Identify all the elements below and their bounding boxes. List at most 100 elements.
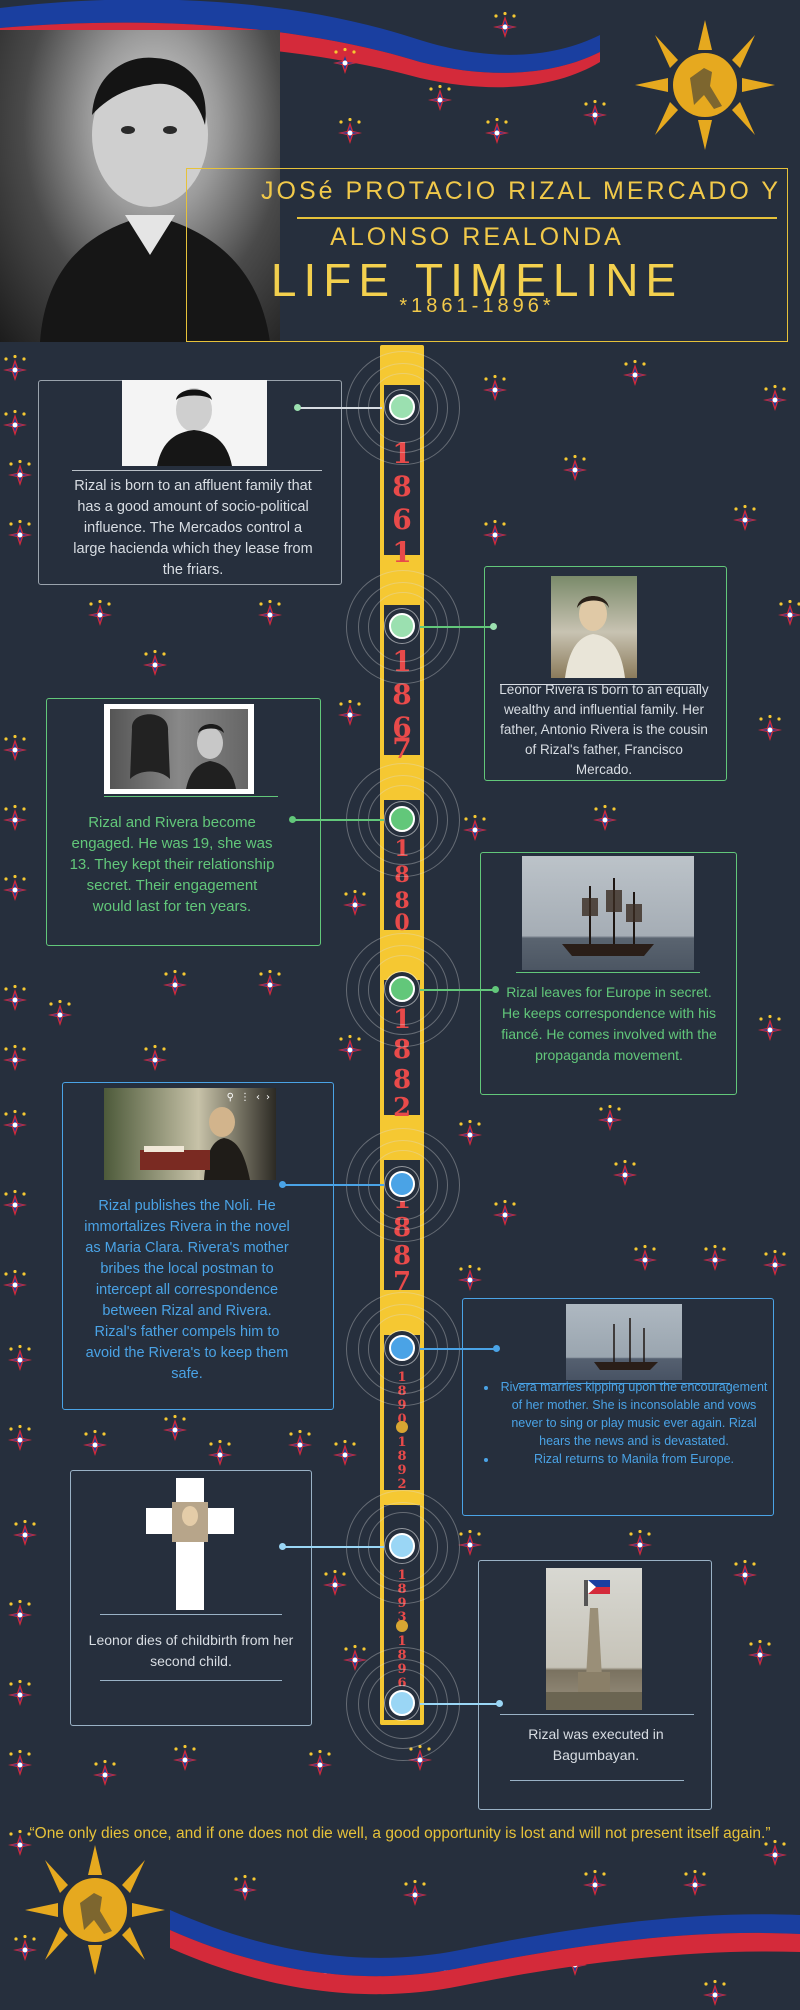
event-text-1887: Rizal publishes the Noli. He immortalize… bbox=[84, 1198, 290, 1382]
card-divider bbox=[510, 1780, 684, 1781]
flag-star-icon bbox=[8, 1345, 32, 1371]
flag-star-icon bbox=[3, 805, 27, 831]
child-rizal-photo bbox=[122, 380, 267, 466]
year-digit: 3 bbox=[397, 1610, 407, 1625]
flag-star-icon bbox=[458, 1120, 482, 1146]
year-digit: 8 bbox=[392, 678, 412, 711]
year-digit: 8 bbox=[394, 888, 410, 914]
timeline-node bbox=[389, 1335, 415, 1361]
connector-dot bbox=[279, 1181, 286, 1188]
event-bullets-1890-1892: Rivera marries kipping upon the encourag… bbox=[480, 1378, 770, 1468]
flag-star-icon bbox=[173, 1745, 197, 1771]
flag-star-icon bbox=[8, 1425, 32, 1451]
connector-line bbox=[282, 1184, 384, 1186]
year-digit: 2 bbox=[392, 1093, 412, 1123]
timeline-node bbox=[389, 1690, 415, 1716]
event-bullet: Rizal returns to Manila from Europe. bbox=[498, 1450, 770, 1468]
card-divider bbox=[100, 1680, 282, 1681]
flag-star-icon bbox=[48, 1000, 72, 1026]
flag-star-icon bbox=[583, 100, 607, 126]
flag-star-icon bbox=[338, 1035, 362, 1061]
flag-star-icon bbox=[458, 1530, 482, 1556]
flag-star-icon bbox=[458, 1265, 482, 1291]
sun-icon bbox=[635, 20, 775, 150]
flag-star-icon bbox=[8, 460, 32, 486]
flag-star-icon bbox=[778, 600, 800, 626]
leonor-rivera-photo bbox=[551, 576, 637, 678]
flag-star-icon bbox=[233, 1875, 257, 1901]
year-digit: 8 bbox=[392, 1065, 412, 1095]
flag-star-icon bbox=[8, 1680, 32, 1706]
flag-star-icon bbox=[258, 970, 282, 996]
connector-dot bbox=[490, 623, 497, 630]
flag-star-icon bbox=[338, 118, 362, 144]
flag-star-icon bbox=[3, 1190, 27, 1216]
year-digit: 8 bbox=[392, 1241, 412, 1271]
title-line-2: ALONSO REALONDA bbox=[330, 223, 624, 251]
coin-icon bbox=[396, 1620, 408, 1632]
flag-star-icon bbox=[3, 355, 27, 381]
chevron-right-icon[interactable]: › bbox=[266, 1092, 270, 1103]
event-text-1861: Rizal is born to an affluent family that… bbox=[73, 478, 313, 578]
flag-star-icon bbox=[583, 1870, 607, 1896]
card-divider bbox=[500, 684, 700, 685]
timeline-node bbox=[389, 394, 415, 420]
rizal-rivera-photo bbox=[104, 704, 254, 794]
event-card-1890-1892 bbox=[462, 1298, 774, 1516]
flag-star-icon bbox=[8, 1600, 32, 1626]
flag-star-icon bbox=[483, 375, 507, 401]
flag-star-icon bbox=[763, 1840, 787, 1866]
zoom-icon[interactable]: ⚲ bbox=[226, 1092, 234, 1103]
connector-line bbox=[420, 989, 496, 991]
year-digit: 1 bbox=[397, 1435, 407, 1450]
connector-line bbox=[292, 819, 384, 821]
connector-dot bbox=[289, 816, 296, 823]
flag-star-icon bbox=[338, 700, 362, 726]
flag-star-icon bbox=[143, 650, 167, 676]
timeline-node bbox=[389, 613, 415, 639]
flag-star-icon bbox=[323, 1570, 347, 1596]
connector-line bbox=[298, 407, 382, 409]
flag-star-icon bbox=[8, 1750, 32, 1776]
flag-star-icon bbox=[763, 385, 787, 411]
flag-star-icon bbox=[88, 600, 112, 626]
event-bullet: Rivera marries kipping upon the encourag… bbox=[498, 1378, 770, 1450]
flag-star-icon bbox=[343, 890, 367, 916]
flag-star-icon bbox=[428, 85, 452, 111]
title-years: *1861-1896* bbox=[399, 295, 555, 317]
year-digit: 1 bbox=[397, 1634, 407, 1649]
flag-star-icon bbox=[8, 1830, 32, 1856]
year-digit: 1 bbox=[392, 536, 412, 569]
flag-star-icon bbox=[683, 1870, 707, 1896]
event-text-1867: Leonor Rivera is born to an equally weal… bbox=[499, 682, 709, 777]
timeline-node bbox=[389, 1533, 415, 1559]
ship-photo-2 bbox=[566, 1304, 682, 1380]
card-divider bbox=[516, 972, 700, 973]
flag-star-icon bbox=[3, 735, 27, 761]
flag-star-icon bbox=[493, 12, 517, 38]
event-card-1887 bbox=[62, 1082, 334, 1410]
flag-star-icon bbox=[93, 1760, 117, 1786]
year-digit: 6 bbox=[392, 503, 412, 536]
more-vertical-icon[interactable]: ⋮ bbox=[240, 1092, 250, 1103]
title-box: JOSé PROTACIO RIZAL MERCADO Y ALONSO REA… bbox=[186, 168, 788, 342]
flag-star-icon bbox=[343, 1645, 367, 1671]
flag-star-icon bbox=[703, 1245, 727, 1271]
flag-star-icon bbox=[633, 1245, 657, 1271]
flag-star-icon bbox=[3, 1110, 27, 1136]
timeline-node bbox=[389, 806, 415, 832]
year-digit: 6 bbox=[392, 711, 412, 744]
flag-star-icon bbox=[703, 1980, 727, 2006]
flag-star-icon bbox=[758, 1015, 782, 1041]
ship-photo bbox=[522, 856, 694, 970]
connector-dot bbox=[493, 1345, 500, 1352]
cross-icon bbox=[146, 1478, 234, 1610]
event-card-1893-1896 bbox=[70, 1470, 312, 1726]
flag-star-icon bbox=[733, 505, 757, 531]
chevron-left-icon[interactable]: ‹ bbox=[256, 1092, 260, 1103]
flag-star-icon bbox=[163, 970, 187, 996]
connector-line bbox=[420, 1703, 500, 1705]
page-title: LIFE TIMELINE bbox=[270, 254, 684, 306]
coin-icon bbox=[396, 1421, 408, 1433]
